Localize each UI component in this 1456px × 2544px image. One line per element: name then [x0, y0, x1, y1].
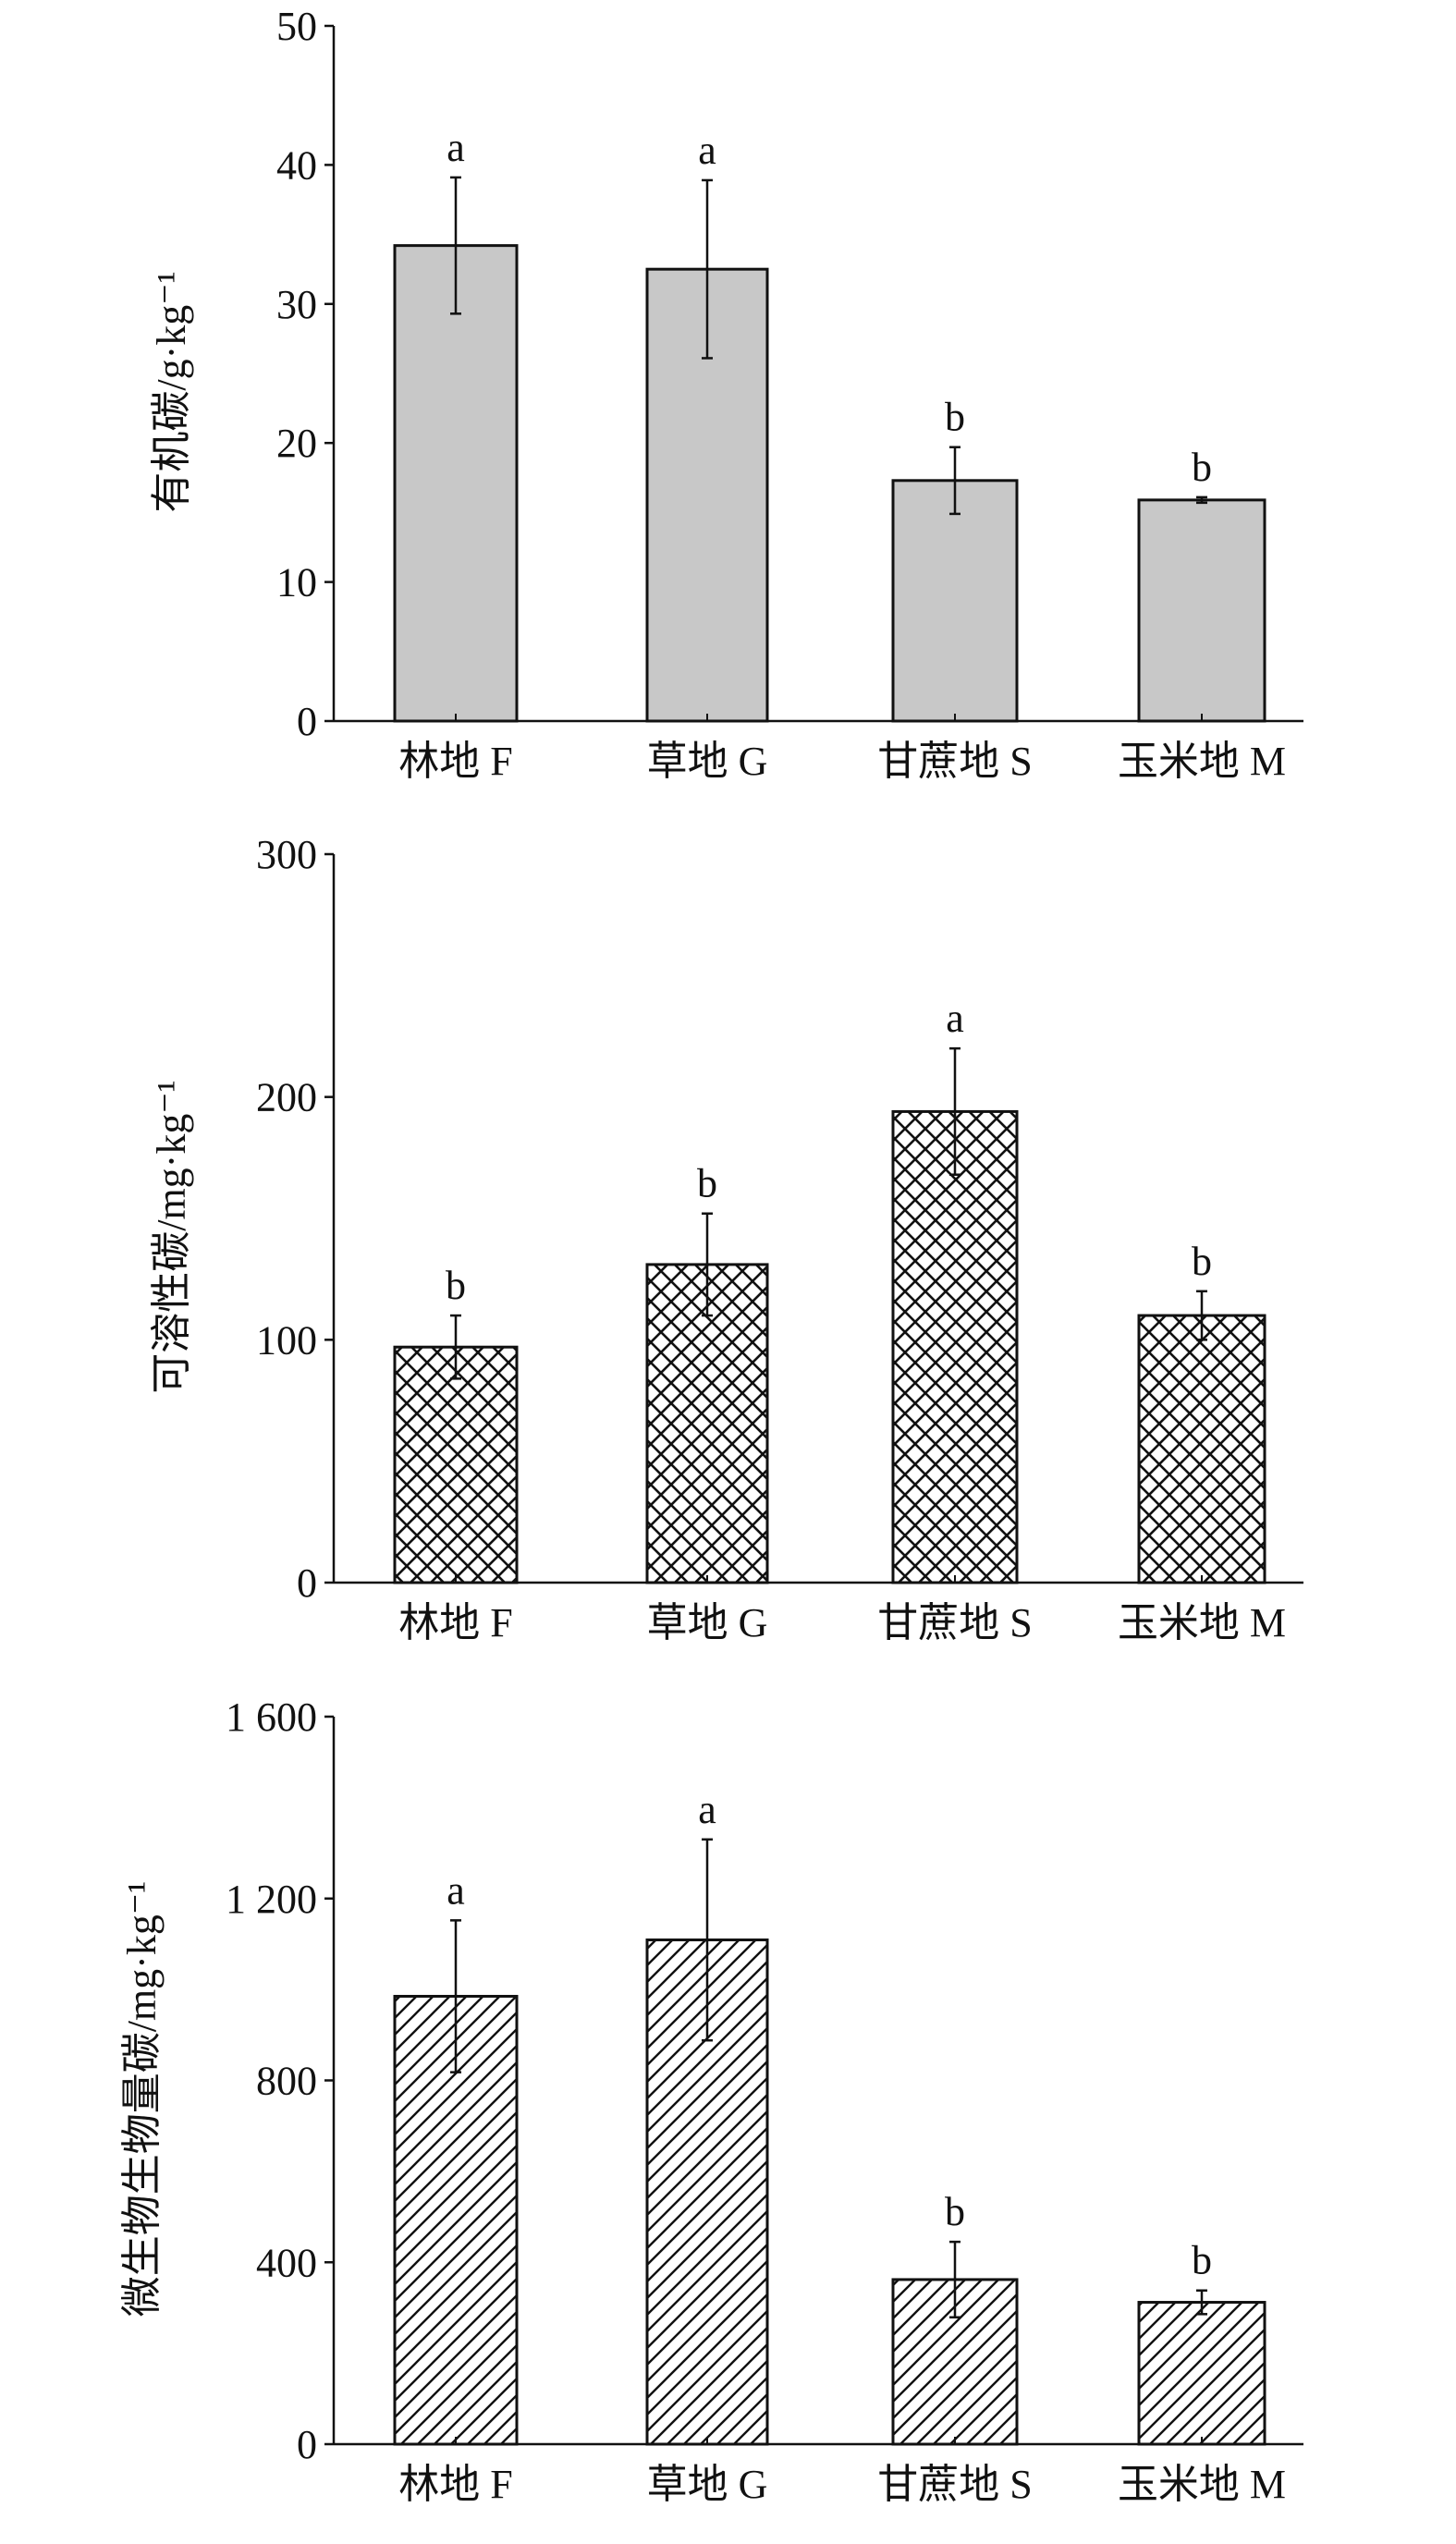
- y-tick-label: 400: [256, 2240, 317, 2285]
- x-tick-label: 草地 G: [647, 739, 768, 784]
- significance-label: b: [1192, 445, 1212, 490]
- bar: [1137, 1314, 1266, 1584]
- y-tick-label: 0: [297, 1560, 317, 1606]
- y-tick-label: 10: [276, 560, 317, 605]
- bar: [1137, 2301, 1266, 2446]
- y-tick-label: 40: [276, 142, 317, 188]
- x-tick-label: 林地 F: [398, 739, 512, 784]
- y-tick-label: 100: [256, 1317, 317, 1363]
- y-tick-label: 30: [276, 282, 317, 327]
- y-tick-label: 200: [256, 1075, 317, 1120]
- y-axis-label: 有机碳/g·kg⁻¹: [149, 271, 194, 512]
- chart-1: a 林地 F a 草地 G b 甘蔗地 S b 玉米地 M 0 10 20 30 40 50 有机碳/g·k…: [149, 4, 1303, 784]
- significance-label: b: [446, 1263, 466, 1308]
- y-tick-label: 20: [276, 421, 317, 466]
- y-axis-label: 可溶性碳/mg·kg⁻¹: [149, 1080, 194, 1394]
- bar: [891, 479, 1019, 723]
- x-tick-label: 草地 G: [647, 1600, 768, 1645]
- y-tick-label: 50: [276, 4, 317, 49]
- y-tick-label: 300: [256, 832, 317, 877]
- chart-3: a 林地 F a 草地 G b 甘蔗地 S b 玉米地 M 0 400 800 1 200 1 600 微…: [119, 1694, 1303, 2507]
- bar: [891, 1109, 1019, 1584]
- x-tick-label: 玉米地 M: [1118, 2462, 1286, 2507]
- significance-label: a: [447, 125, 465, 170]
- x-tick-label: 甘蔗地 S: [877, 739, 1032, 784]
- y-tick-label: 1 600: [226, 1694, 317, 1740]
- y-axis-label: 微生物生物量碳/mg·kg⁻¹: [119, 1881, 165, 2318]
- significance-label: b: [945, 2189, 965, 2234]
- significance-label: b: [1192, 2238, 1212, 2283]
- x-tick-label: 甘蔗地 S: [877, 2462, 1032, 2507]
- x-tick-label: 林地 F: [398, 2462, 512, 2507]
- bar: [645, 1263, 769, 1584]
- x-tick-label: 玉米地 M: [1118, 1600, 1286, 1645]
- significance-label: b: [945, 395, 965, 440]
- y-tick-label: 800: [256, 2059, 317, 2104]
- y-tick-label: 0: [297, 699, 317, 744]
- y-tick-label: 0: [297, 2422, 317, 2467]
- significance-label: a: [698, 128, 716, 173]
- x-tick-label: 甘蔗地 S: [877, 1600, 1032, 1645]
- x-tick-label: 草地 G: [647, 2462, 768, 2507]
- bar: [393, 1345, 519, 1584]
- significance-label: b: [1192, 1239, 1212, 1284]
- significance-label: a: [447, 1867, 465, 1913]
- y-tick-label: 1 200: [226, 1877, 317, 1922]
- significance-label: b: [697, 1161, 717, 1206]
- significance-label: a: [698, 1787, 716, 1832]
- bar: [1137, 498, 1266, 723]
- chart-2: b 林地 F b 草地 G a 甘蔗地 S b 玉米地 M 0 100 200 300 可溶性碳/mg·…: [149, 832, 1303, 1645]
- bar: [393, 244, 519, 723]
- significance-label: a: [946, 996, 964, 1041]
- x-tick-label: 林地 F: [398, 1600, 512, 1645]
- x-tick-label: 玉米地 M: [1118, 739, 1286, 784]
